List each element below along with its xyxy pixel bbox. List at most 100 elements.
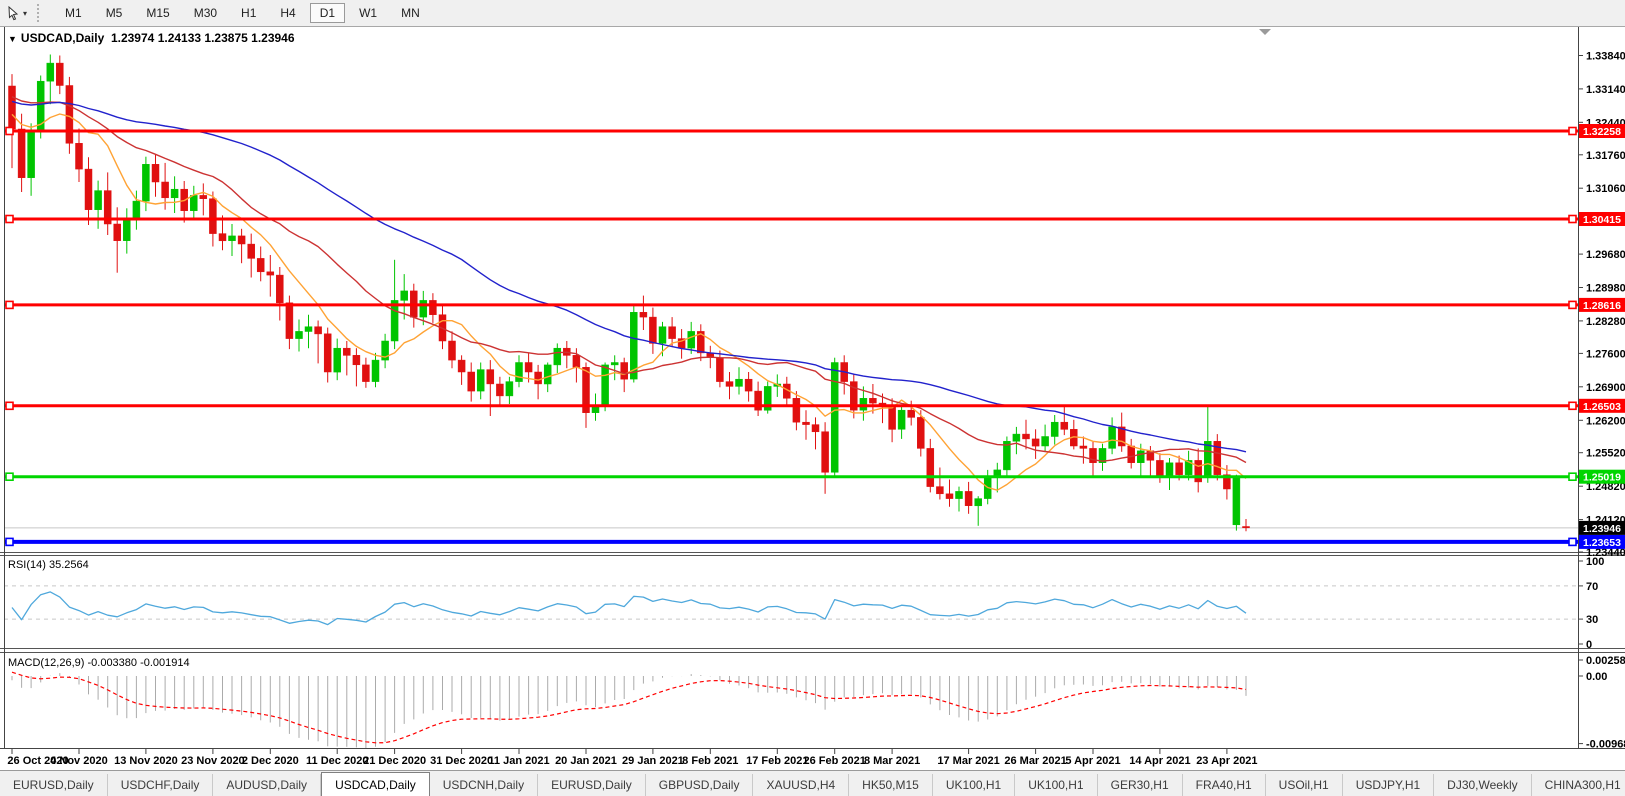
svg-text:31 Dec 2020: 31 Dec 2020 xyxy=(430,755,493,767)
svg-text:29 Jan 2021: 29 Jan 2021 xyxy=(622,755,684,767)
svg-text:1.23946: 1.23946 xyxy=(1583,523,1621,535)
svg-text:21 Dec 2020: 21 Dec 2020 xyxy=(363,755,426,767)
current-price-label xyxy=(1579,520,1625,535)
bottom-tab-gbpusd-daily[interactable]: GBPUSD,Daily xyxy=(646,774,754,796)
chart-shift-marker-icon xyxy=(1259,29,1271,35)
bottom-tab-uk100-h1[interactable]: UK100,H1 xyxy=(933,774,1016,796)
macd-signal-line xyxy=(11,671,1247,744)
bottom-tab-china300-h1[interactable]: CHINA300,H1 xyxy=(1532,774,1625,796)
svg-text:100: 100 xyxy=(1586,556,1604,568)
timeframe-button-h4[interactable]: H4 xyxy=(280,6,296,20)
svg-text:14 Apr 2021: 14 Apr 2021 xyxy=(1129,755,1190,767)
timeframe-button-mn[interactable]: MN xyxy=(401,6,420,20)
chart-symbol-period: USDCAD,Daily xyxy=(20,31,105,45)
svg-text:0.00258: 0.00258 xyxy=(1586,655,1625,667)
bottom-tab-usdjpy-h1[interactable]: USDJPY,H1 xyxy=(1343,774,1435,796)
rsi-line xyxy=(11,591,1247,626)
bottom-tab-dj30-weekly[interactable]: DJ30,Weekly xyxy=(1434,774,1532,796)
svg-text:1.32258: 1.32258 xyxy=(1583,126,1621,138)
bottom-tab-fra40-h1[interactable]: FRA40,H1 xyxy=(1183,774,1266,796)
svg-text:1.23440: 1.23440 xyxy=(1586,547,1625,559)
toolbar-dropdown-caret-icon[interactable]: ▾ xyxy=(23,8,28,18)
chart-title-dropdown-icon[interactable]: ▼ xyxy=(8,34,17,44)
rsi-indicator-label: RSI(14) 35.2564 xyxy=(8,559,89,571)
bottom-tab-xauusd-h4[interactable]: XAUUSD,H4 xyxy=(753,774,850,796)
svg-text:1.28616: 1.28616 xyxy=(1583,300,1621,312)
svg-text:1.33840: 1.33840 xyxy=(1586,50,1625,62)
timeframe-button-d1[interactable]: D1 xyxy=(309,3,346,23)
timeframe-toolbar: ▾ M1 M5 M15 M30 H1 H4 D1 W1 MN xyxy=(0,0,1625,27)
bottom-tab-usdchf-daily[interactable]: USDCHF,Daily xyxy=(108,774,214,796)
svg-text:1.27600: 1.27600 xyxy=(1586,348,1625,360)
svg-text:1.25019: 1.25019 xyxy=(1583,472,1621,484)
symbol-tab-bar: EURUSD,Daily USDCHF,Daily AUDUSD,Daily USDC… xyxy=(0,770,1625,796)
macd-indicator-label: MACD(12,26,9) -0.003380 -0.001914 xyxy=(8,657,190,669)
horizontal-level-lines[interactable] xyxy=(4,126,1578,547)
bottom-tab-ger30-h1[interactable]: GER30,H1 xyxy=(1098,774,1183,796)
svg-text:-0.009687: -0.009687 xyxy=(1586,739,1625,751)
svg-text:11 Jan 2021: 11 Jan 2021 xyxy=(488,755,549,767)
timeframe-button-w1[interactable]: W1 xyxy=(359,6,378,20)
svg-text:1.25520: 1.25520 xyxy=(1586,448,1625,460)
svg-text:1.28280: 1.28280 xyxy=(1586,316,1625,328)
svg-text:4 Nov 2020: 4 Nov 2020 xyxy=(50,755,107,767)
svg-text:2 Dec 2020: 2 Dec 2020 xyxy=(242,755,299,767)
svg-text:1.28980: 1.28980 xyxy=(1586,283,1625,295)
svg-text:1.33140: 1.33140 xyxy=(1586,84,1625,96)
bottom-tab-usoil-h1[interactable]: USOil,H1 xyxy=(1266,774,1343,796)
rsi-pane[interactable] xyxy=(4,585,1578,626)
bottom-tab-eurusd-daily[interactable]: EURUSD,Daily xyxy=(0,774,108,796)
svg-text:1.24820: 1.24820 xyxy=(1586,481,1625,493)
svg-text:26 Feb 2021: 26 Feb 2021 xyxy=(803,755,865,767)
svg-text:13 Nov 2020: 13 Nov 2020 xyxy=(114,755,178,767)
toolbar-grip-handle[interactable] xyxy=(37,4,45,22)
bottom-tab-usdcnh-daily[interactable]: USDCNH,Daily xyxy=(430,774,539,796)
crosshair-cursor-icon[interactable] xyxy=(4,4,22,22)
svg-text:23 Apr 2021: 23 Apr 2021 xyxy=(1196,755,1257,767)
price-axis[interactable]: 1.338401.331401.324401.317601.310601.296… xyxy=(1578,50,1625,751)
svg-text:0: 0 xyxy=(1586,639,1592,651)
macd-histogram xyxy=(11,673,1247,749)
svg-text:1.26200: 1.26200 xyxy=(1586,415,1625,427)
svg-text:8 Feb 2021: 8 Feb 2021 xyxy=(682,755,738,767)
bottom-tab-audusd-daily[interactable]: AUDUSD,Daily xyxy=(213,774,322,796)
ohlc-close: 1.23946 xyxy=(251,31,295,45)
timeframe-button-m30[interactable]: M30 xyxy=(193,6,218,20)
timeframe-button-m5[interactable]: M5 xyxy=(105,6,123,20)
svg-text:23 Nov 2020: 23 Nov 2020 xyxy=(181,755,245,767)
moving-average-lines xyxy=(11,96,1247,491)
chart-frame xyxy=(0,26,1625,748)
price-pane[interactable] xyxy=(4,29,1578,547)
svg-text:26 Mar 2021: 26 Mar 2021 xyxy=(1004,755,1066,767)
svg-text:17 Mar 2021: 17 Mar 2021 xyxy=(937,755,999,767)
svg-text:5 Apr 2021: 5 Apr 2021 xyxy=(1065,755,1120,767)
timeframe-buttons: M1 M5 M15 M30 H1 H4 D1 W1 MN xyxy=(53,3,432,23)
svg-text:30: 30 xyxy=(1586,614,1598,626)
timeframe-button-h1[interactable]: H1 xyxy=(241,6,257,20)
bottom-tab-hk50-m15[interactable]: HK50,M15 xyxy=(849,774,933,796)
svg-text:20 Jan 2021: 20 Jan 2021 xyxy=(555,755,617,767)
timeframe-button-m1[interactable]: M1 xyxy=(65,6,82,20)
timeframe-button-m15[interactable]: M15 xyxy=(146,6,170,20)
ohlc-open: 1.23974 xyxy=(110,31,155,45)
svg-text:0.00: 0.00 xyxy=(1586,671,1607,683)
svg-text:1.26900: 1.26900 xyxy=(1586,382,1625,394)
svg-text:1.31760: 1.31760 xyxy=(1586,150,1625,162)
pane-splitters[interactable] xyxy=(0,552,1625,653)
bottom-tab-usdcad-daily[interactable]: USDCAD,Daily xyxy=(321,772,430,796)
macd-pane[interactable] xyxy=(11,671,1247,749)
bottom-tab-uk100-h1[interactable]: UK100,H1 xyxy=(1015,774,1098,796)
svg-text:1.23653: 1.23653 xyxy=(1583,537,1621,549)
svg-text:1.29680: 1.29680 xyxy=(1586,249,1625,261)
svg-text:1.26503: 1.26503 xyxy=(1583,401,1621,413)
svg-text:1.30415: 1.30415 xyxy=(1583,214,1621,226)
bottom-tab-eurusd-daily[interactable]: EURUSD,Daily xyxy=(538,774,646,796)
svg-text:8 Mar 2021: 8 Mar 2021 xyxy=(864,755,920,767)
svg-text:17 Feb 2021: 17 Feb 2021 xyxy=(746,755,808,767)
macd-signal-value: -0.001914 xyxy=(140,657,190,669)
svg-text:11 Dec 2020: 11 Dec 2020 xyxy=(306,755,368,767)
